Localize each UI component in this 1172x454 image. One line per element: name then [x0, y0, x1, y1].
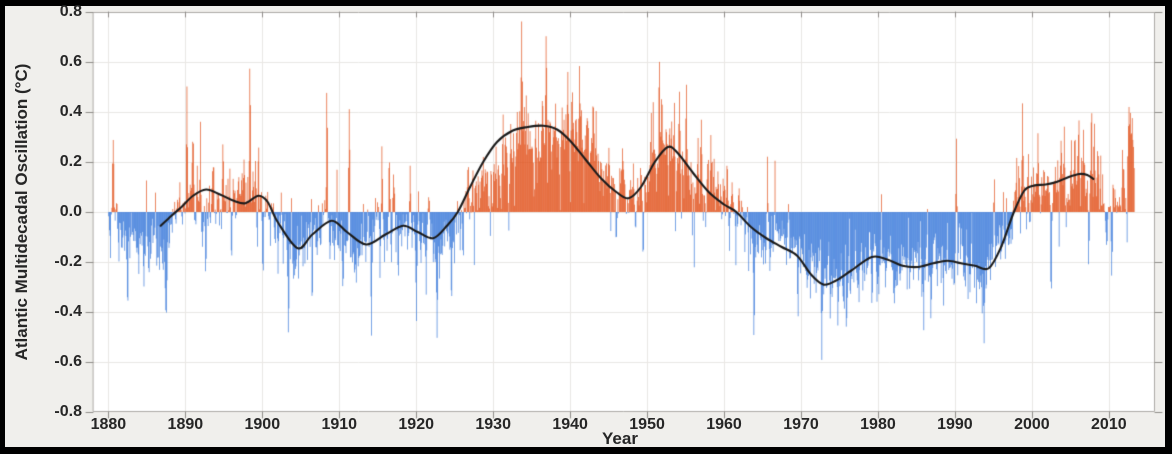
- y-tick-label: 0.4: [59, 103, 82, 120]
- x-tick-label: 1890: [167, 416, 204, 433]
- y-tick-label: 0.2: [59, 153, 82, 170]
- y-tick-label: 0.6: [59, 53, 82, 70]
- x-tick-label: 1940: [552, 416, 588, 433]
- y-tick-label: -0.2: [54, 253, 82, 270]
- x-tick-label: 1960: [706, 416, 742, 433]
- x-tick-label: 1950: [629, 416, 665, 433]
- x-tick-label: 1980: [860, 416, 896, 433]
- x-tick-label: 1900: [244, 416, 281, 433]
- x-tick-label: 1930: [475, 416, 511, 433]
- y-tick-label: 0.8: [59, 3, 82, 20]
- x-tick-label: 1990: [937, 416, 973, 433]
- y-tick-label: 0.0: [59, 203, 82, 220]
- y-tick-label: -0.6: [54, 353, 82, 370]
- x-tick-label: 2010: [1091, 416, 1127, 433]
- x-tick-label: 1970: [783, 416, 819, 433]
- x-tick-label: 1880: [90, 416, 127, 433]
- y-tick-label: -0.8: [54, 403, 82, 420]
- y-tick-label: -0.4: [54, 303, 82, 320]
- x-axis-label: Year: [602, 429, 638, 448]
- x-tick-label: 1920: [398, 416, 434, 433]
- x-tick-label: 2000: [1014, 416, 1050, 433]
- x-tick-label: 1910: [321, 416, 358, 433]
